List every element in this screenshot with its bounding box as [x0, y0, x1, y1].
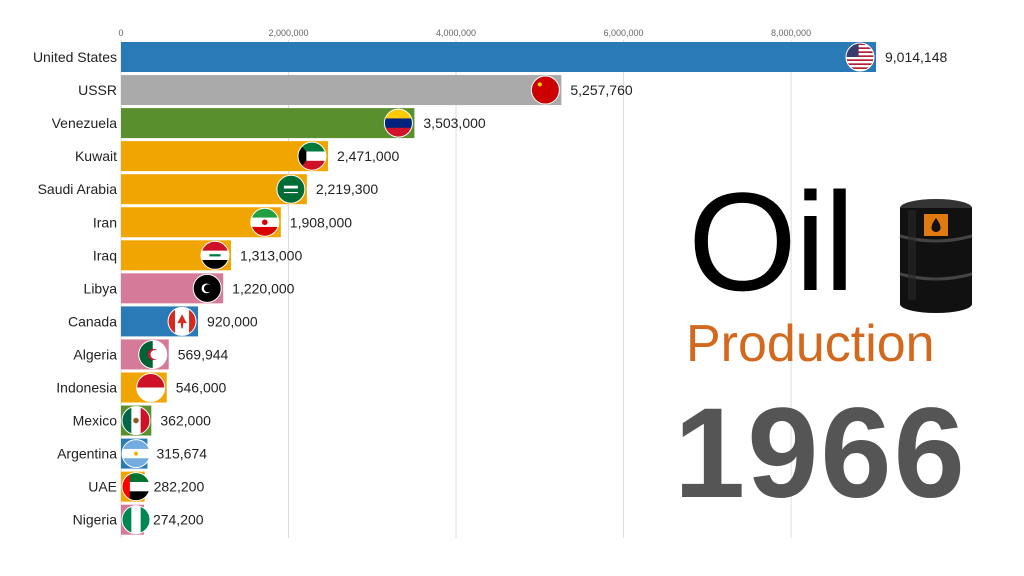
x-tick-label: 6,000,000	[604, 28, 644, 38]
bar	[121, 141, 328, 172]
chart-title: Oil	[688, 163, 855, 320]
category-label: Canada	[68, 313, 117, 329]
libya-flag-icon	[192, 273, 222, 303]
bar	[121, 42, 876, 72]
nigeria-flag-icon	[121, 505, 151, 535]
value-label: 274,200	[153, 512, 204, 528]
category-label: Argentina	[57, 446, 117, 462]
x-tick-label: 8,000,000	[771, 28, 811, 38]
value-label: 9,014,148	[885, 49, 947, 65]
us-flag-icon	[845, 42, 875, 72]
iran-flag-icon	[250, 207, 280, 237]
argentina-flag-icon	[121, 439, 151, 469]
year-label: 1966	[674, 382, 967, 525]
category-label: Mexico	[73, 413, 118, 429]
value-label: 1,313,000	[240, 247, 302, 263]
category-label: Libya	[84, 280, 118, 296]
category-label: UAE	[88, 479, 117, 495]
category-label: Algeria	[73, 346, 117, 362]
value-label: 920,000	[207, 313, 258, 329]
value-label: 2,219,300	[316, 181, 378, 197]
value-label: 2,471,000	[337, 148, 399, 164]
value-label: 5,257,760	[570, 82, 632, 98]
venezuela-flag-icon	[383, 108, 413, 138]
mexico-flag-icon	[121, 406, 151, 436]
category-label: Indonesia	[56, 380, 117, 396]
x-tick-label: 4,000,000	[436, 28, 476, 38]
category-label: Iran	[93, 214, 117, 230]
value-label: 362,000	[160, 413, 211, 429]
uae-flag-icon	[121, 472, 151, 502]
indonesia-flag-icon	[136, 373, 166, 402]
iraq-flag-icon	[200, 240, 230, 270]
algeria-flag-icon	[138, 339, 168, 369]
category-label: Saudi Arabia	[38, 181, 118, 197]
value-label: 1,220,000	[232, 280, 294, 296]
value-label: 315,674	[156, 446, 207, 462]
chart-subtitle: Production	[686, 315, 935, 373]
category-label: United States	[33, 49, 117, 65]
oil-barrel-icon	[896, 196, 976, 321]
bar	[121, 75, 562, 106]
value-label: 546,000	[176, 380, 227, 396]
value-label: 569,944	[178, 346, 229, 362]
value-label: 3,503,000	[423, 115, 485, 131]
saudi-arabia-flag-icon	[276, 174, 306, 204]
category-label: Iraq	[93, 247, 117, 263]
bar	[121, 174, 307, 205]
ussr-flag-icon	[530, 75, 560, 105]
x-tick-label: 0	[118, 28, 123, 38]
category-label: Nigeria	[73, 512, 118, 528]
x-tick-label: 2,000,000	[268, 28, 308, 38]
value-label: 1,908,000	[290, 214, 352, 230]
bar	[121, 108, 415, 139]
kuwait-flag-icon	[297, 141, 327, 171]
canada-flag-icon	[167, 306, 197, 336]
category-label: Kuwait	[75, 148, 117, 164]
value-label: 282,200	[154, 479, 205, 495]
category-label: USSR	[78, 82, 117, 98]
category-label: Venezuela	[52, 115, 118, 131]
